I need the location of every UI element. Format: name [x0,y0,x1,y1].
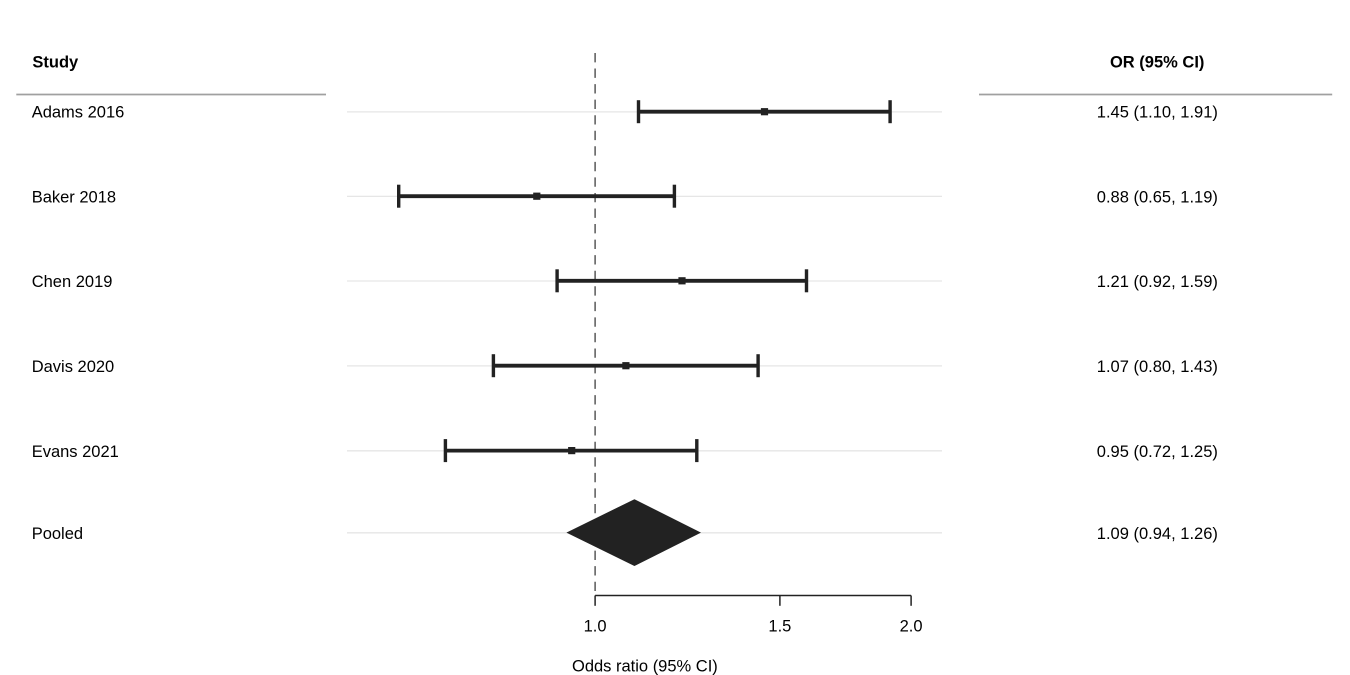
svg-text:2.0: 2.0 [900,618,923,636]
svg-text:OR (95% CI): OR (95% CI) [1110,53,1204,71]
svg-text:1.09 (0.94, 1.26): 1.09 (0.94, 1.26) [1097,525,1218,543]
svg-text:Chen 2019: Chen 2019 [32,273,113,291]
svg-text:Davis 2020: Davis 2020 [32,358,115,376]
svg-text:1.21 (0.92, 1.59): 1.21 (0.92, 1.59) [1097,273,1218,291]
svg-text:Odds ratio (95% CI): Odds ratio (95% CI) [572,657,718,675]
svg-text:1.07 (0.80, 1.43): 1.07 (0.80, 1.43) [1097,358,1218,376]
svg-text:1.0: 1.0 [584,618,607,636]
svg-text:1.45 (1.10, 1.91): 1.45 (1.10, 1.91) [1097,104,1218,122]
svg-text:Study: Study [32,53,79,71]
svg-text:0.88 (0.65, 1.19): 0.88 (0.65, 1.19) [1097,188,1218,206]
svg-text:Baker 2018: Baker 2018 [32,188,116,206]
svg-text:Evans 2021: Evans 2021 [32,443,119,461]
svg-text:Adams 2016: Adams 2016 [32,104,125,122]
svg-text:1.5: 1.5 [768,618,791,636]
svg-text:Pooled: Pooled [32,525,83,543]
svg-text:0.95 (0.72, 1.25): 0.95 (0.72, 1.25) [1097,443,1218,461]
